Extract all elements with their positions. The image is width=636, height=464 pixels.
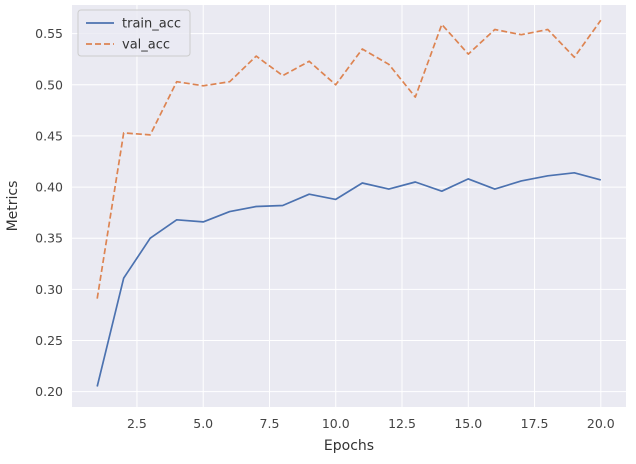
y-axis-label: Metrics <box>5 181 21 232</box>
x-tick-label: 12.5 <box>388 416 416 431</box>
y-tick-label: 0.45 <box>35 128 63 143</box>
plot-area <box>72 5 626 407</box>
y-tick-labels: 0.20 0.25 0.30 0.35 0.40 0.45 0.50 0.55 <box>35 26 63 399</box>
x-tick-label: 17.5 <box>521 416 549 431</box>
x-axis-label: Epochs <box>324 438 374 454</box>
x-tick-label: 5.0 <box>193 416 213 431</box>
legend-label: train_acc <box>122 17 181 32</box>
x-tick-label: 2.5 <box>127 416 147 431</box>
y-tick-label: 0.30 <box>35 282 63 297</box>
x-tick-label: 10.0 <box>322 416 350 431</box>
train_acc-line <box>96 171 602 387</box>
x-tick-label: 20.0 <box>587 416 615 431</box>
x-tick-label: 15.0 <box>454 416 482 431</box>
y-tick-label: 0.40 <box>35 180 63 195</box>
x-tick-label: 7.5 <box>260 416 280 431</box>
y-tick-label: 0.20 <box>35 384 63 399</box>
series-lines <box>96 19 602 387</box>
legend: train_acc val_acc <box>77 9 191 57</box>
y-tick-label: 0.50 <box>35 77 63 92</box>
y-tick-label: 0.35 <box>35 231 63 246</box>
y-tick-label: 0.55 <box>35 26 63 41</box>
legend-label: val_acc <box>122 38 170 53</box>
y-tick-label: 0.25 <box>35 333 63 348</box>
grid-lines <box>72 5 626 407</box>
x-tick-labels: 2.5 5.0 7.5 10.0 12.5 15.0 17.5 20.0 <box>127 416 615 431</box>
